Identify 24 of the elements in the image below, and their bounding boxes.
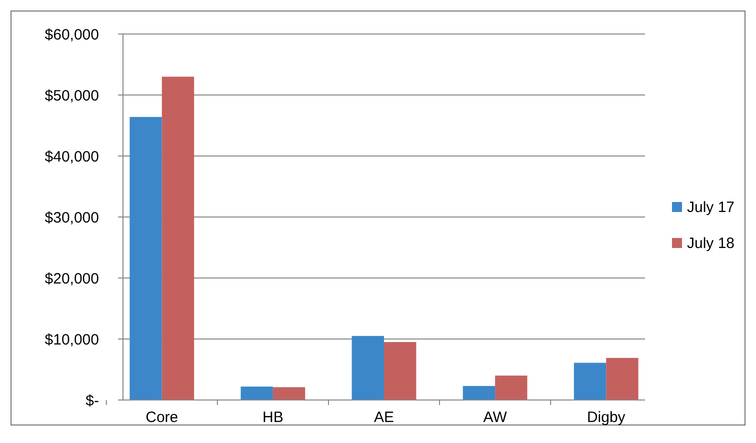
bar	[384, 342, 416, 400]
y-tick-label: $50,000	[44, 87, 99, 104]
y-tick-label: $10,000	[44, 331, 99, 348]
legend-label: July 18	[687, 235, 735, 252]
bar	[495, 376, 528, 400]
bar	[240, 386, 273, 400]
x-tick-label: Digby	[586, 409, 626, 426]
y-tick-label: $60,000	[44, 26, 99, 44]
legend-label: July 17	[687, 199, 735, 216]
x-tick-label: HB	[262, 409, 284, 426]
y-tick-label: $30,000	[44, 209, 99, 226]
bar	[272, 387, 306, 400]
bar	[462, 386, 496, 400]
y-tick-label: $-	[86, 392, 99, 410]
x-tick-label: AE	[374, 409, 394, 426]
y-tick-label: $20,000	[44, 270, 99, 288]
bar	[352, 336, 384, 400]
x-tick-label: Core	[146, 409, 178, 426]
bar	[130, 116, 162, 400]
bar	[606, 358, 638, 400]
bar	[162, 76, 194, 400]
x-tick-label: AW	[483, 409, 508, 426]
bar	[574, 362, 606, 400]
y-tick-label: $40,000	[44, 148, 99, 166]
